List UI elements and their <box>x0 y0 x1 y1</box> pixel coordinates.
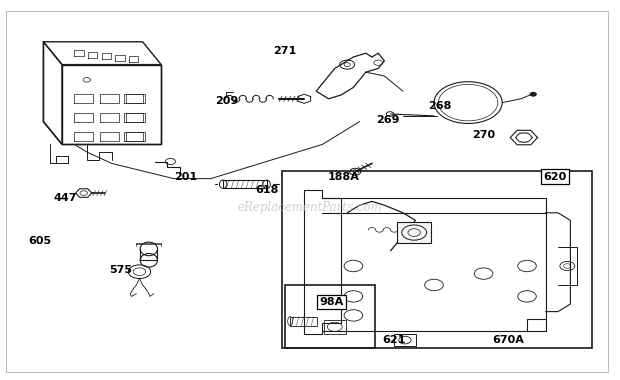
Bar <box>285 285 375 348</box>
Bar <box>397 222 431 243</box>
Text: 188A: 188A <box>328 172 360 182</box>
Bar <box>290 317 317 326</box>
Bar <box>394 334 416 346</box>
Text: 618: 618 <box>255 185 278 195</box>
Bar <box>282 171 592 348</box>
Text: 270: 270 <box>472 130 495 140</box>
Text: 670A: 670A <box>492 335 525 345</box>
Text: 268: 268 <box>428 101 452 111</box>
Text: 209: 209 <box>215 96 238 106</box>
Text: 620: 620 <box>543 172 567 182</box>
Text: 201: 201 <box>174 172 198 182</box>
Text: 271: 271 <box>273 46 297 56</box>
Text: 269: 269 <box>376 115 399 125</box>
Text: 447: 447 <box>53 193 77 203</box>
Text: 621: 621 <box>382 335 405 345</box>
Bar <box>223 180 267 188</box>
Text: 605: 605 <box>29 236 52 246</box>
Circle shape <box>530 92 536 96</box>
Bar <box>324 320 346 334</box>
Text: eReplacementParts.com: eReplacementParts.com <box>237 201 383 214</box>
Text: 98A: 98A <box>319 297 344 307</box>
Text: 575: 575 <box>109 265 133 275</box>
